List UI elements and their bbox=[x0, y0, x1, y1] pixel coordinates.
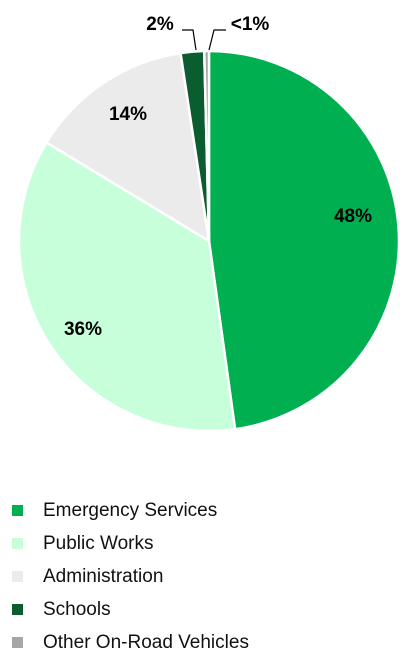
pie-chart: 48% 36% 14% 2% <1% bbox=[17, 14, 401, 433]
leader-line-other-on-road-vehicles bbox=[208, 29, 226, 51]
slice-label-public-works: 36% bbox=[64, 319, 102, 340]
legend-swatch-other-on-road-vehicles bbox=[12, 637, 23, 648]
legend-item-emergency-services: Emergency Services bbox=[12, 494, 249, 527]
pie-slice-administration bbox=[45, 51, 211, 243]
legend-label-emergency-services: Emergency Services bbox=[43, 499, 218, 521]
pie-slice-public-works bbox=[17, 141, 237, 433]
legend-label-administration: Administration bbox=[43, 565, 164, 587]
leader-lines bbox=[182, 29, 226, 51]
legend-swatch-emergency-services bbox=[12, 505, 23, 516]
chart-legend: Emergency Services Public Works Administ… bbox=[12, 494, 249, 659]
legend-swatch-public-works bbox=[12, 538, 23, 549]
pie-slice-other-on-road-vehicles bbox=[202, 49, 211, 243]
pie-slices bbox=[17, 49, 401, 433]
slice-labels: 48% 36% 14% 2% <1% bbox=[64, 14, 372, 340]
leader-line-schools bbox=[182, 29, 197, 51]
legend-swatch-administration bbox=[12, 571, 23, 582]
slice-label-emergency-services: 48% bbox=[334, 206, 372, 227]
legend-item-public-works: Public Works bbox=[12, 527, 249, 560]
slice-label-schools: 2% bbox=[146, 14, 174, 35]
pie-slice-emergency-services bbox=[207, 49, 401, 431]
legend-item-schools: Schools bbox=[12, 593, 249, 626]
slice-label-other-on-road-vehicles: <1% bbox=[231, 14, 270, 35]
legend-label-public-works: Public Works bbox=[43, 532, 154, 554]
legend-label-schools: Schools bbox=[43, 598, 111, 620]
legend-swatch-schools bbox=[12, 604, 23, 615]
legend-label-other-on-road-vehicles: Other On-Road Vehicles bbox=[43, 631, 249, 653]
legend-item-other-on-road-vehicles: Other On-Road Vehicles bbox=[12, 626, 249, 659]
legend-item-administration: Administration bbox=[12, 560, 249, 593]
slice-label-administration: 14% bbox=[109, 104, 147, 125]
